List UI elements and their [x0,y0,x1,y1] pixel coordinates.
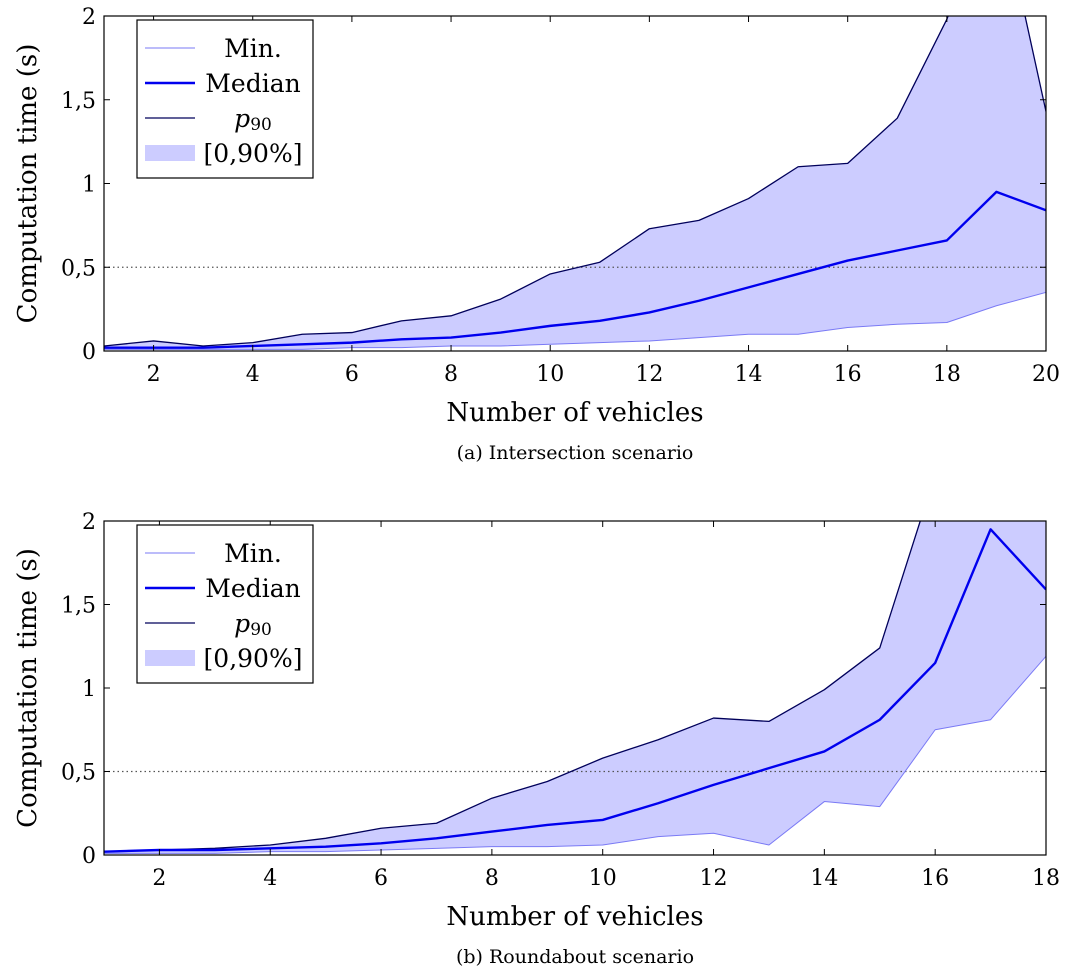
x-tick-label: 14 [810,866,838,891]
legend-label: Min. [224,539,282,568]
y-tick-label: 1,5 [61,594,96,619]
x-tick-label: 10 [536,362,564,387]
series-min-line [104,655,1046,854]
x-tick-label: 18 [1032,866,1060,891]
legend: Min. Median p90 [0,90%] [136,524,314,684]
roundabout-chart: 2 4 6 8 10 12 14 16 18 0 0,5 1 1,5 2 Number of vehicle… [13,510,1060,968]
x-tick-label: 14 [735,362,763,387]
x-tick-label: 18 [933,362,961,387]
legend-label: [0,90%] [204,644,303,673]
y-tick-label: 2 [82,510,96,535]
series-p90-line [104,521,921,853]
intersection-chart: 2 4 6 8 10 12 14 16 18 20 0 0,5 1 1,5 2 Number of vehic… [13,5,1060,464]
x-tick-label: 8 [485,866,499,891]
series-min-line [104,291,1046,350]
legend-label: Min. [224,34,282,63]
y-tick-label: 2 [82,5,96,30]
x-tick-label: 12 [700,866,728,891]
chart-panel-roundabout: 2 4 6 8 10 12 14 16 18 0 0,5 1 1,5 2 Number of vehicle… [0,505,1065,976]
x-tick-label: 16 [921,866,949,891]
band-0-90 [104,521,1046,854]
legend-swatch [145,145,195,161]
chart-panel-intersection: 2 4 6 8 10 12 14 16 18 20 0 0,5 1 1,5 2 Number of vehic… [0,0,1065,470]
x-tick-label: 6 [374,866,388,891]
legend-label: p90 [234,609,272,640]
y-tick-label: 1 [82,677,96,702]
y-tick-label: 0 [82,844,96,869]
plot-area [104,16,1046,350]
x-tick-label: 12 [635,362,663,387]
y-tick-label: 0,5 [61,761,96,786]
legend-label: p90 [234,104,272,135]
band-0-90 [104,16,1046,350]
y-axis-label: Computation time (s) [13,44,43,324]
legend: Min. Median p90 [0,90%] [136,19,314,179]
chart-caption: (a) Intersection scenario [457,442,694,464]
x-tick-label: 4 [263,866,277,891]
plot-area [104,521,1046,854]
chart-caption: (b) Roundabout scenario [456,946,694,968]
y-tick-label: 1,5 [61,89,96,114]
x-tick-label: 16 [834,362,862,387]
x-tick-label: 4 [246,362,260,387]
series-median-line [104,190,1046,349]
x-tick-label: 20 [1032,362,1060,387]
series-median-line [104,528,1046,853]
legend-label: [0,90%] [204,139,303,168]
x-axis-label: Number of vehicles [446,902,703,932]
x-tick-label: 6 [345,362,359,387]
x-tick-label: 2 [152,866,166,891]
x-tick-label: 10 [589,866,617,891]
y-tick-label: 0 [82,340,96,365]
y-axis-label: Computation time (s) [13,548,43,828]
x-axis-label: Number of vehicles [446,398,703,428]
legend-swatch [145,650,195,666]
legend-label: Median [205,69,300,98]
x-tick-label: 8 [444,362,458,387]
series-p90-line [104,16,1046,347]
legend-label: Median [205,574,300,603]
y-tick-label: 0,5 [61,256,96,281]
y-tick-label: 1 [82,173,96,198]
x-tick-label: 2 [147,362,161,387]
